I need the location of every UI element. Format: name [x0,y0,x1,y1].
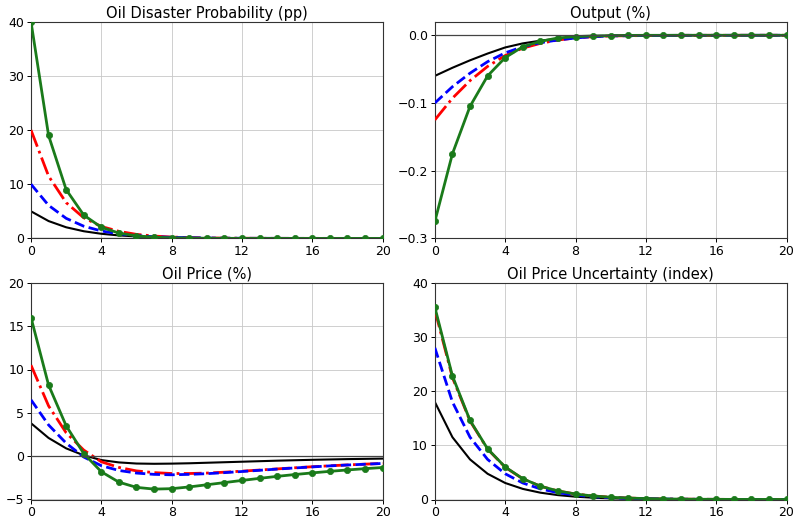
Title: Oil Price Uncertainty (index): Oil Price Uncertainty (index) [507,267,714,282]
Title: Oil Disaster Probability (pp): Oil Disaster Probability (pp) [106,6,308,20]
Title: Output (%): Output (%) [570,6,651,20]
Title: Oil Price (%): Oil Price (%) [162,267,252,282]
